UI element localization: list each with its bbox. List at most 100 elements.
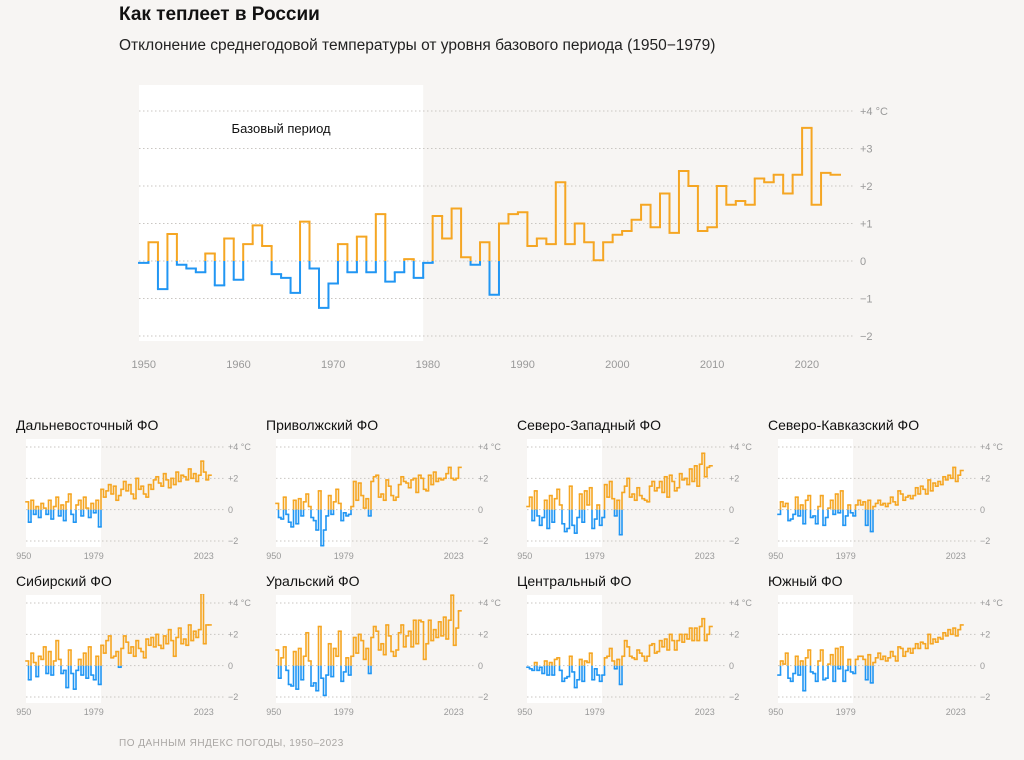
y-tick-label: +4 °C bbox=[729, 442, 752, 452]
main-chart: +4 °C +3 +2 +1 0 −1 −2 1950 1960 1970 1980 1990 2000… bbox=[120, 80, 1020, 380]
y-tick-label: 0 bbox=[478, 661, 483, 671]
y-tick-label: +2 bbox=[860, 181, 873, 193]
x-tick-label: 1950 bbox=[131, 359, 155, 371]
y-tick-label: −2 bbox=[478, 692, 488, 702]
page-subtitle: Отклонение среднегодовой температуры от … bbox=[119, 37, 716, 54]
y-tick-label: +4 °C bbox=[729, 598, 752, 608]
panel-title-central: Центральный ФО bbox=[517, 573, 632, 589]
panel-title-volga: Приволжский ФО bbox=[266, 417, 379, 433]
y-tick-label: −2 bbox=[228, 536, 238, 546]
base-period-label: Базовый период bbox=[232, 121, 331, 136]
x-tick-label: 2023 bbox=[444, 707, 464, 717]
y-tick-label: +4 °C bbox=[980, 442, 1003, 452]
y-tick-label: 0 bbox=[478, 505, 483, 515]
panel-title-ural: Уральский ФО bbox=[266, 573, 360, 589]
panel-svg-nc: +4 °C +2 0 −2 1950 1979 2023 bbox=[763, 439, 1003, 561]
page-title: Как теплеет в России bbox=[119, 4, 320, 25]
y-tick-label: +2 bbox=[980, 473, 990, 483]
base-period-band bbox=[778, 595, 853, 703]
source-note: ПО ДАННЫМ ЯНДЕКС ПОГОДЫ, 1950–2023 bbox=[119, 738, 344, 749]
x-tick-label: 1950 bbox=[266, 551, 281, 561]
panel-chart-fe: +4 °C +2 0 −2 1950 1979 2023 bbox=[11, 438, 262, 564]
x-tick-label: 2023 bbox=[194, 551, 214, 561]
base-period-band bbox=[527, 595, 602, 703]
panel-svg-central: +4 °C +2 0 −2 1950 1979 2023 bbox=[512, 595, 752, 717]
x-tick-label: 1979 bbox=[334, 551, 354, 561]
x-tick-label: 1979 bbox=[585, 707, 605, 717]
y-tick-label: −2 bbox=[478, 536, 488, 546]
x-tick-label: 2010 bbox=[700, 359, 724, 371]
panel-svg-ural: +4 °C +2 0 −2 1950 1979 2023 bbox=[261, 594, 501, 717]
panel-chart-ural: +4 °C +2 0 −2 1950 1979 2023 bbox=[261, 594, 512, 720]
panel-chart-nw: +4 °C +2 0 −2 1950 1979 2023 bbox=[512, 438, 763, 564]
x-tick-label: 1979 bbox=[334, 707, 354, 717]
y-tick-label: 0 bbox=[729, 505, 734, 515]
main-chart-svg: +4 °C +3 +2 +1 0 −1 −2 1950 1960 1970 1980 1990 2000… bbox=[131, 85, 888, 371]
base-period-band bbox=[26, 595, 101, 703]
y-tick-label: −2 bbox=[729, 692, 739, 702]
base-period-band bbox=[26, 439, 101, 547]
x-tick-label: 1950 bbox=[16, 551, 31, 561]
x-tick-label: 1979 bbox=[836, 707, 856, 717]
y-tick-label: +2 bbox=[228, 473, 238, 483]
y-tick-label: +1 bbox=[860, 218, 873, 230]
panel-title-sib: Сибирский ФО bbox=[16, 573, 112, 589]
panel-chart-sib: +4 °C +2 0 −2 1950 1979 2023 bbox=[11, 592, 262, 720]
x-tick-label: 1979 bbox=[84, 707, 104, 717]
panel-svg-fe: +4 °C +2 0 −2 1950 1979 2023 bbox=[11, 439, 251, 561]
x-tick-label: 1990 bbox=[510, 359, 534, 371]
x-tick-label: 1979 bbox=[585, 551, 605, 561]
y-tick-label: +4 °C bbox=[478, 442, 501, 452]
y-tick-label: −2 bbox=[228, 692, 238, 702]
panel-svg-nw: +4 °C +2 0 −2 1950 1979 2023 bbox=[512, 439, 752, 561]
panel-chart-nc: +4 °C +2 0 −2 1950 1979 2023 bbox=[763, 438, 1014, 564]
panel-chart-central: +4 °C +2 0 −2 1950 1979 2023 bbox=[512, 594, 763, 720]
y-tick-label: +2 bbox=[228, 629, 238, 639]
panel-chart-volga: +4 °C +2 0 −2 1950 1979 2023 bbox=[261, 438, 512, 564]
x-tick-label: 2023 bbox=[695, 707, 715, 717]
y-tick-label: +2 bbox=[980, 629, 990, 639]
y-tick-label: −1 bbox=[860, 293, 873, 305]
y-tick-label: 0 bbox=[860, 256, 866, 268]
y-tick-label: +2 bbox=[729, 629, 739, 639]
x-tick-label: 2000 bbox=[605, 359, 629, 371]
y-tick-label: −2 bbox=[729, 536, 739, 546]
x-tick-label: 2023 bbox=[444, 551, 464, 561]
y-tick-label: +3 bbox=[860, 143, 873, 155]
y-tick-label: +4 °C bbox=[228, 442, 251, 452]
y-tick-label: 0 bbox=[980, 661, 985, 671]
y-tick-label: +4 °C bbox=[478, 598, 501, 608]
panel-title-fe: Дальневосточный ФО bbox=[16, 417, 159, 433]
panel-svg-sib: +4 °C +2 0 −2 1950 1979 2023 bbox=[11, 592, 251, 717]
y-tick-label: +4 °C bbox=[860, 106, 888, 118]
y-tick-label: −2 bbox=[980, 536, 990, 546]
x-tick-label: 2023 bbox=[946, 707, 966, 717]
x-tick-label: 2023 bbox=[194, 707, 214, 717]
x-tick-label: 1970 bbox=[321, 359, 345, 371]
y-tick-label: +4 °C bbox=[228, 598, 251, 608]
x-tick-label: 1950 bbox=[768, 707, 783, 717]
x-tick-label: 1979 bbox=[836, 551, 856, 561]
panel-title-south: Южный ФО bbox=[768, 573, 843, 589]
y-tick-label: 0 bbox=[729, 661, 734, 671]
y-tick-label: +2 bbox=[729, 473, 739, 483]
y-tick-label: −2 bbox=[980, 692, 990, 702]
y-tick-label: +4 °C bbox=[980, 598, 1003, 608]
x-tick-label: 1960 bbox=[226, 359, 250, 371]
x-tick-label: 1950 bbox=[517, 707, 532, 717]
x-tick-label: 1980 bbox=[416, 359, 440, 371]
panel-chart-south: +4 °C +2 0 −2 1950 1979 2023 bbox=[763, 594, 1014, 720]
panel-title-nc: Северо-Кавказский ФО bbox=[768, 417, 920, 433]
base-period-band bbox=[778, 439, 853, 547]
y-tick-label: −2 bbox=[860, 331, 873, 343]
x-tick-label: 2023 bbox=[946, 551, 966, 561]
y-tick-label: +2 bbox=[478, 629, 488, 639]
y-tick-label: 0 bbox=[228, 661, 233, 671]
x-tick-label: 1950 bbox=[768, 551, 783, 561]
x-tick-label: 1950 bbox=[16, 707, 31, 717]
x-tick-label: 1950 bbox=[517, 551, 532, 561]
x-tick-label: 2023 bbox=[695, 551, 715, 561]
x-tick-label: 1950 bbox=[266, 707, 281, 717]
y-tick-label: 0 bbox=[980, 505, 985, 515]
panel-title-nw: Северо-Западный ФО bbox=[517, 417, 662, 433]
